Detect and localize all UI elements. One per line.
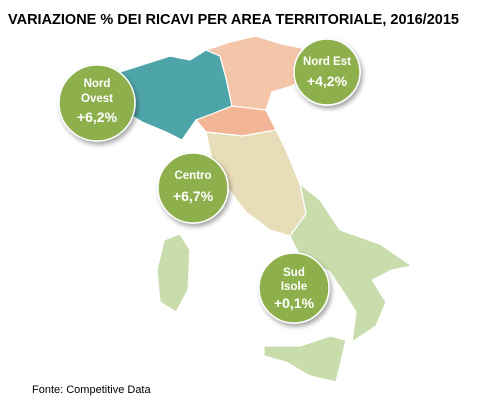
badge-sud-isole: Sud Isole +0,1% bbox=[258, 252, 330, 324]
region-value: +0,1% bbox=[274, 295, 315, 311]
nord-est-area bbox=[204, 35, 307, 111]
sicilia-area bbox=[263, 335, 347, 383]
region-name: Isole bbox=[281, 281, 307, 293]
badge-circle bbox=[58, 64, 136, 142]
source: Fonte: Competitive Data bbox=[32, 384, 151, 396]
badge-circle bbox=[258, 252, 330, 324]
region-name: Sud bbox=[283, 267, 305, 279]
title: VARIAZIONE % DEI RICAVI PER AREA TERRITO… bbox=[8, 12, 459, 28]
region-value: +4,2% bbox=[307, 73, 348, 89]
region-name: Centro bbox=[174, 170, 211, 182]
region-name: Nord bbox=[84, 78, 111, 90]
region-name: Nord Est bbox=[303, 56, 351, 68]
map bbox=[117, 35, 414, 383]
badge-nord-ovest: Nord Ovest +6,2% bbox=[58, 64, 136, 142]
region-name: Ovest bbox=[81, 93, 113, 105]
region-value: +6,2% bbox=[77, 109, 118, 125]
badge-circle bbox=[293, 38, 361, 106]
badge-centro: Centro +6,7% bbox=[157, 152, 229, 224]
badge-circle bbox=[157, 152, 229, 224]
region-value: +6,7% bbox=[173, 188, 214, 204]
sud-area bbox=[289, 182, 414, 344]
sardegna-area bbox=[156, 233, 191, 313]
badge-nord-est: Nord Est +4,2% bbox=[293, 38, 361, 106]
